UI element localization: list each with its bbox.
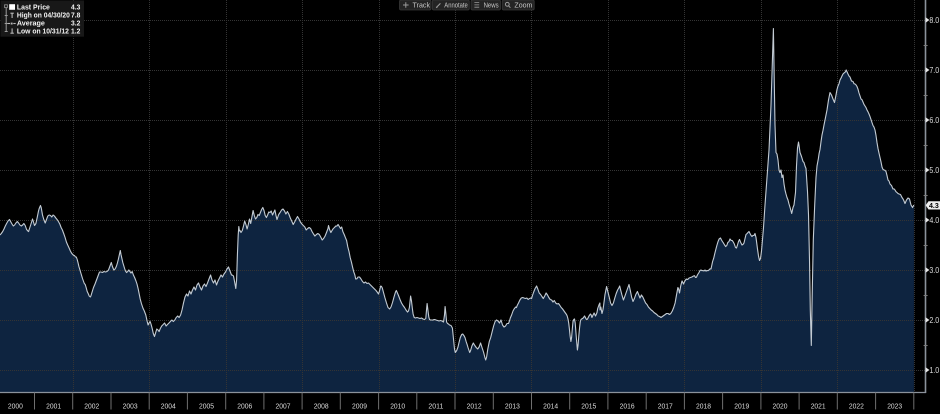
svg-text:News: News: [484, 1, 499, 10]
svg-text:2005: 2005: [199, 401, 214, 410]
svg-text:2.0: 2.0: [929, 316, 939, 325]
svg-text:2004: 2004: [161, 401, 176, 410]
svg-text:3.0: 3.0: [929, 266, 939, 275]
svg-text:2013: 2013: [505, 401, 520, 410]
svg-text:Track: Track: [413, 1, 431, 10]
svg-text:2007: 2007: [276, 401, 291, 410]
svg-text:2006: 2006: [237, 401, 252, 410]
svg-text:6.0: 6.0: [929, 116, 939, 125]
svg-text:Last Price: Last Price: [17, 3, 50, 12]
svg-text:2019: 2019: [734, 401, 749, 410]
svg-text:4.0: 4.0: [929, 216, 939, 225]
svg-text:Low on 10/31/12: Low on 10/31/12: [17, 27, 69, 36]
svg-text:1.0: 1.0: [929, 366, 939, 375]
svg-text:High on 04/30/20: High on 04/30/20: [17, 11, 70, 20]
svg-text:Zoom: Zoom: [514, 1, 532, 10]
svg-text:3.2: 3.2: [71, 19, 80, 28]
svg-text:7.0: 7.0: [929, 66, 939, 75]
svg-text:7.8: 7.8: [71, 11, 80, 20]
svg-text:2020: 2020: [773, 401, 788, 410]
svg-text:2014: 2014: [543, 401, 558, 410]
svg-text:2011: 2011: [428, 401, 443, 410]
svg-text:2002: 2002: [84, 401, 99, 410]
svg-text:2016: 2016: [620, 401, 635, 410]
svg-text:8.0: 8.0: [929, 16, 939, 25]
svg-text:4.3: 4.3: [71, 3, 80, 12]
svg-text:2018: 2018: [696, 401, 711, 410]
svg-text:2000: 2000: [8, 401, 23, 410]
svg-text:2003: 2003: [123, 401, 138, 410]
svg-text:2010: 2010: [390, 401, 405, 410]
svg-text:Annotate: Annotate: [444, 1, 468, 10]
svg-text:2023: 2023: [887, 401, 902, 410]
svg-text:2009: 2009: [352, 401, 367, 410]
svg-text:2022: 2022: [849, 401, 864, 410]
svg-text:4.3: 4.3: [929, 201, 939, 210]
svg-text:Average: Average: [17, 19, 45, 28]
svg-text:2017: 2017: [658, 401, 673, 410]
svg-text:2001: 2001: [46, 401, 61, 410]
svg-text:2015: 2015: [581, 401, 596, 410]
svg-text:5.0: 5.0: [929, 166, 939, 175]
svg-text:1.2: 1.2: [71, 27, 80, 36]
svg-text:2008: 2008: [314, 401, 329, 410]
svg-text:2012: 2012: [467, 401, 482, 410]
svg-text:2021: 2021: [811, 401, 826, 410]
